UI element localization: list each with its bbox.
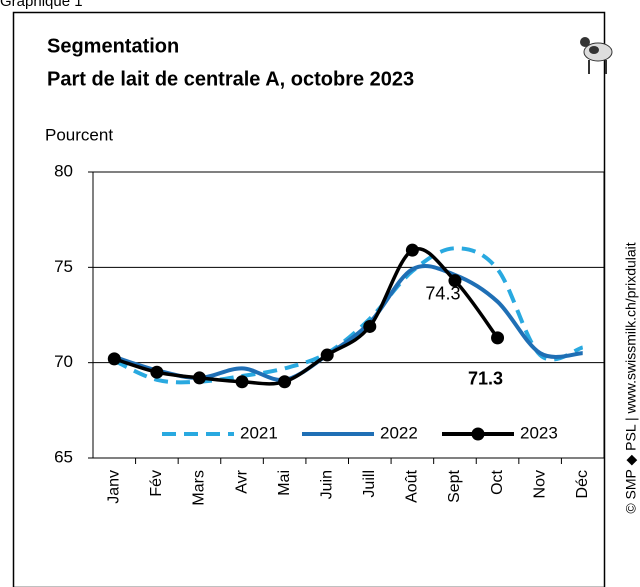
y-axis-label: Pourcent <box>45 125 113 144</box>
legend-label: 2023 <box>520 423 558 442</box>
data-label: 71.3 <box>468 369 503 389</box>
legend-label: 2021 <box>240 423 278 442</box>
x-tick-label: Mars <box>191 470 208 506</box>
marker <box>448 274 462 288</box>
marker <box>107 352 121 366</box>
x-tick-label: Avr <box>233 469 250 493</box>
x-tick-label: Janv <box>106 470 123 504</box>
marker <box>491 331 505 345</box>
x-tick-label: Fév <box>148 470 165 497</box>
marker <box>278 375 292 389</box>
marker <box>192 371 206 385</box>
legend-marker <box>471 427 485 441</box>
x-tick-label: Sept <box>446 469 463 502</box>
y-tick-label: 70 <box>54 352 73 371</box>
y-tick-label: 75 <box>54 257 73 276</box>
y-tick-label: 80 <box>54 161 73 180</box>
plot-area <box>92 171 605 459</box>
chart-subtitle: Part de lait de centrale A, octobre 2023 <box>47 68 414 90</box>
marker <box>150 365 164 379</box>
x-tick-label: Mai <box>276 470 293 496</box>
marker <box>363 319 377 333</box>
series-line <box>113 246 499 386</box>
x-tick-label: Juin <box>318 470 335 499</box>
x-tick-label: Oct <box>489 469 506 494</box>
y-tick-label: 65 <box>54 447 73 466</box>
x-tick-label: Nov <box>531 470 548 498</box>
marker <box>405 243 419 257</box>
cow-icon <box>580 37 613 74</box>
frame <box>12 11 606 587</box>
source: © SMP ◆ PSL | www.swissmilk.ch/prixdulai… <box>623 242 639 513</box>
marker <box>235 375 249 389</box>
legend-label: 2022 <box>380 423 418 442</box>
x-tick-label: Déc <box>574 470 591 498</box>
figure-label: Graphique 1 <box>0 0 83 10</box>
x-tick-label: Août <box>404 469 421 502</box>
data-label: 74.3 <box>425 283 460 303</box>
marker <box>320 348 334 362</box>
x-tick-label: Juill <box>361 470 378 498</box>
chart-title: Segmentation <box>47 35 179 57</box>
